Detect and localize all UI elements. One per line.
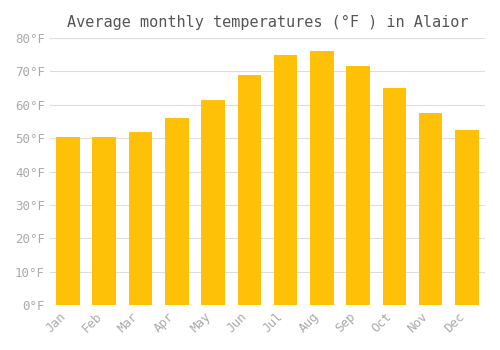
Bar xyxy=(419,113,442,305)
Bar xyxy=(238,75,261,305)
Title: Average monthly temperatures (°F ) in Alaior: Average monthly temperatures (°F ) in Al… xyxy=(66,15,468,30)
Bar xyxy=(346,66,370,305)
Bar xyxy=(92,136,116,305)
Bar xyxy=(274,55,297,305)
Bar xyxy=(165,118,188,305)
Bar xyxy=(202,100,225,305)
Bar xyxy=(310,51,334,305)
Bar xyxy=(455,130,478,305)
Bar xyxy=(382,88,406,305)
Bar xyxy=(128,132,152,305)
Bar xyxy=(56,136,80,305)
